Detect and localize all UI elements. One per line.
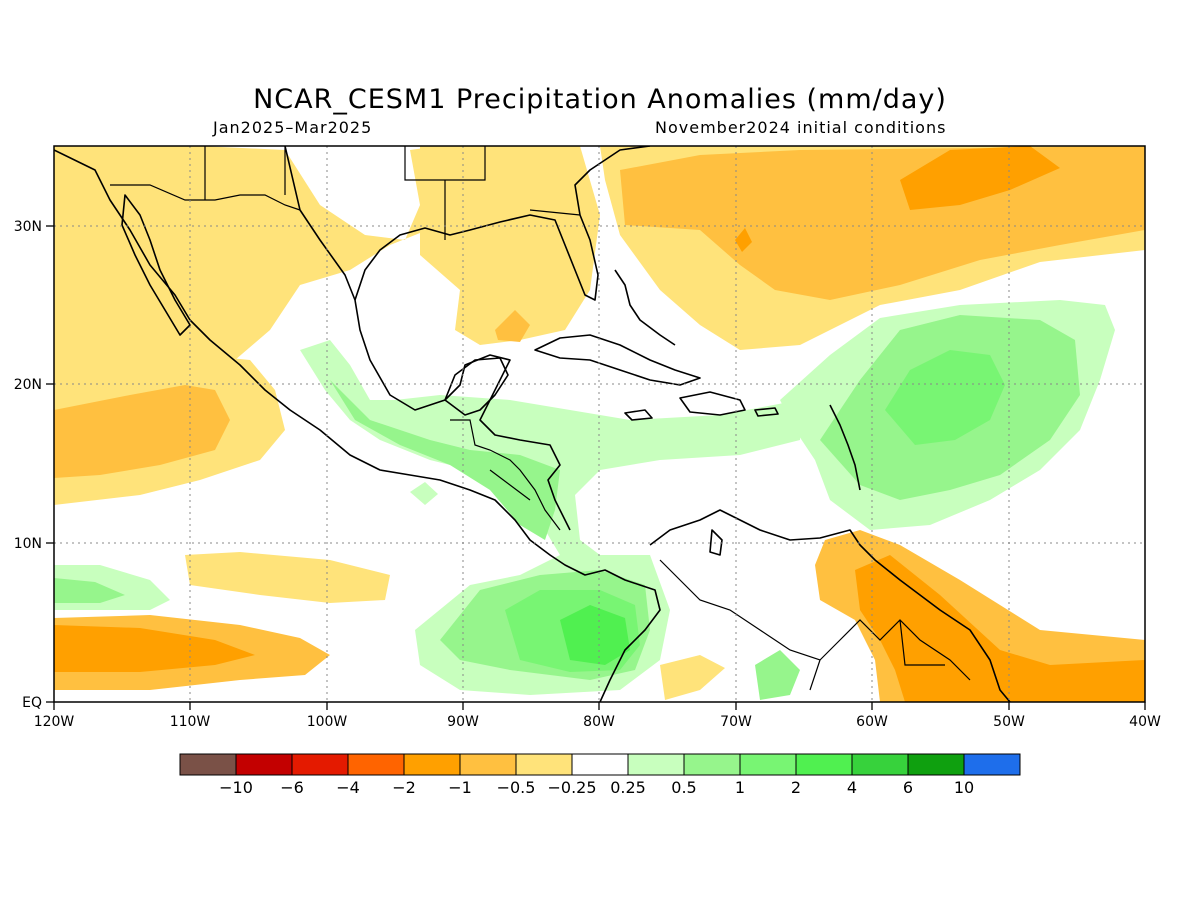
colorbar-swatch [571,753,629,776]
pacific-coast-north-america [54,149,661,702]
lat-label: 30N [14,219,42,235]
wet-region-colombia-peak [560,605,630,665]
bahamas [614,269,676,346]
lon-label: 50W [993,714,1025,730]
lat-label: 10N [14,536,42,552]
texas-louisiana-coast [354,146,651,301]
coastlines [54,146,1011,702]
latitude-labels: 30N 20N 10N EQ [14,219,42,711]
wet-region-central-america-mid [330,380,560,540]
map-area [54,146,1145,702]
map-title: NCAR_CESM1 Precipitation Anomalies (mm/d… [253,84,947,115]
colorbar-label: −1 [448,778,472,797]
colorbar-label: 10 [954,778,974,797]
colorbar-label: −2 [392,778,416,797]
colorbar-label: 4 [847,778,857,797]
south-america-borders [659,559,971,691]
colorbar-label: −0.25 [547,778,596,797]
longitude-labels: 120W 110W 100W 90W 80W 70W 60W 50W 40W [34,714,1161,730]
lon-label: 80W [583,714,615,730]
colorbar-label: −10 [219,778,253,797]
colorbar-swatch [459,753,517,776]
jamaica [624,409,653,421]
colorbar-label: −4 [336,778,360,797]
colorbar [179,753,1021,776]
cuba [534,334,701,386]
colorbar-swatch [291,753,349,776]
colorbar-swatch [963,753,1021,776]
lon-label: 40W [1129,714,1161,730]
dry-region-equatorial-pacific-core [54,625,255,672]
dry-region-gulf [420,146,600,345]
country-borders [110,146,971,691]
initial-conditions: November2024 initial conditions [655,118,947,137]
colorbar-swatch [851,753,909,776]
colorbar-swatch [739,753,797,776]
colorbar-swatch [515,753,573,776]
wet-region-pacific-west-core [54,578,125,603]
wet-region-small-patch [410,482,438,505]
colorbar-swatch [179,753,237,776]
colorbar-swatch [627,753,685,776]
dry-region-gulf-core [495,310,530,342]
lat-label: EQ [22,695,42,711]
wet-region-venezuela-south [755,650,800,700]
south-america-north-coast [649,509,1011,702]
lat-label: 20N [14,377,42,393]
dry-region-nw-mexico [54,146,440,410]
lon-label: 120W [34,714,75,730]
us-state-lines [204,146,581,240]
dry-region-east-pacific-core [54,385,230,478]
wet-region-atlantic-core [885,350,1005,445]
dry-anomaly-regions [54,146,1145,702]
colorbar-label: −6 [280,778,304,797]
valid-period: Jan2025–Mar2025 [213,118,373,137]
colorbar-label: 6 [903,778,913,797]
colorbar-swatch [235,753,293,776]
colorbar-swatch [795,753,853,776]
colorbar-label: −0.5 [497,778,536,797]
colorbar-label: 1 [735,778,745,797]
us-mexico-border [110,184,301,211]
colorbar-swatch [907,753,965,776]
dry-region-pacific-band [185,552,390,603]
colorbar-swatch [683,753,741,776]
colorbar-labels: −10 −6 −4 −2 −1 −0.5 −0.25 0.25 0.5 1 2 4 6 10 [219,778,974,797]
lon-label: 100W [307,714,348,730]
yucatan [444,357,509,416]
puerto-rico [754,407,779,417]
dry-region-atlantic-spot [735,228,752,252]
central-america-borders [450,419,561,531]
dry-region-atlantic-core [900,146,1060,210]
tick-marks [46,225,1146,710]
colorbar-swatch [403,753,461,776]
lon-label: 60W [856,714,888,730]
lon-label: 70W [720,714,752,730]
colorbar-label: 0.5 [671,778,696,797]
hispaniola [679,391,746,416]
baja-california [121,194,191,336]
lon-label: 110W [170,714,211,730]
colorbar-label: 0.25 [610,778,646,797]
colorbar-swatch [347,753,405,776]
gridlines [54,146,1145,702]
lon-label: 90W [447,714,479,730]
lesser-antilles [829,404,861,491]
lake-maracaibo [709,529,723,556]
colorbar-label: 2 [791,778,801,797]
dry-region-colombia-pacific [660,655,725,700]
